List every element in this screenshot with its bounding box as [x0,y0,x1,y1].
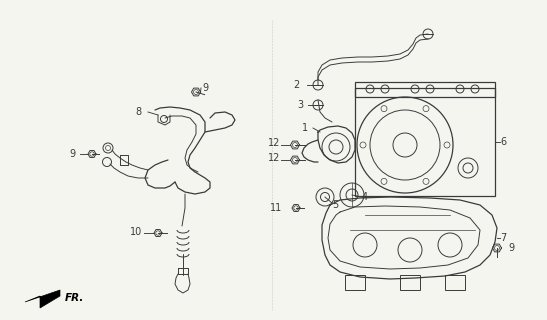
Text: FR.: FR. [65,293,84,303]
Bar [445,275,465,290]
Text: 1: 1 [302,123,308,133]
Text: 6: 6 [500,137,506,147]
Text: 9: 9 [202,83,208,93]
Text: 9: 9 [508,243,514,253]
Bar [355,88,495,196]
Bar [345,275,365,290]
Text: 8: 8 [136,107,142,117]
Text: 4: 4 [362,192,368,202]
Text: 5: 5 [332,200,338,210]
Text: 9: 9 [70,149,76,159]
Bar [400,275,420,290]
Bar [355,82,495,97]
Text: 10: 10 [130,227,142,237]
Text: 11: 11 [270,203,282,213]
Text: 12: 12 [267,138,280,148]
Text: 2: 2 [294,80,300,90]
Polygon shape [25,290,60,308]
Text: 3: 3 [297,100,303,110]
Text: 12: 12 [267,153,280,163]
Text: 7: 7 [500,233,507,243]
